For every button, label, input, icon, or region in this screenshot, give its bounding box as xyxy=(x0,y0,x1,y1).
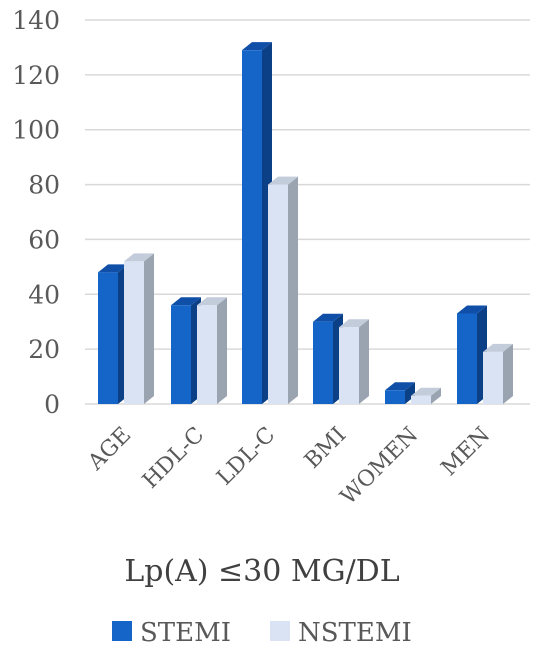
bar-stemi-age xyxy=(98,264,128,404)
bar-stemi-women xyxy=(385,382,415,404)
y-tick-label: 80 xyxy=(28,171,60,200)
legend-swatch xyxy=(270,621,290,641)
bar-nstemi-men xyxy=(483,343,513,404)
legend: STEMI NSTEMI xyxy=(112,618,412,648)
gridlines xyxy=(85,19,530,405)
y-tick-label: 60 xyxy=(28,225,60,254)
category-label: WOMEN xyxy=(336,423,423,510)
bar-stemi-bmi xyxy=(313,313,343,404)
legend-item-nstemi: NSTEMI xyxy=(270,618,412,648)
legend-swatch xyxy=(112,621,132,641)
legend-label: STEMI xyxy=(140,618,231,648)
x-axis-label: Lp(A) ≤30 MG/DL xyxy=(124,554,399,589)
bar-nstemi-hdl-c xyxy=(197,297,227,404)
category-label: HDL-C xyxy=(138,423,209,494)
y-axis-ticks: 0 20 40 60 80 100 120 140 xyxy=(12,6,60,419)
category-label: LDL-C xyxy=(212,423,280,491)
bar-stemi-men xyxy=(457,305,487,404)
category-label: BMI xyxy=(300,423,351,474)
y-tick-label: 120 xyxy=(12,61,60,90)
bar-nstemi-ldl-c xyxy=(268,176,298,404)
bar-nstemi-women xyxy=(411,387,441,404)
legend-label: NSTEMI xyxy=(298,618,412,648)
category-label: MEN xyxy=(437,423,496,482)
bars xyxy=(98,42,513,405)
y-tick-label: 40 xyxy=(28,280,60,309)
bar-nstemi-bmi xyxy=(339,319,369,404)
category-label: AGE xyxy=(83,423,136,476)
y-tick-label: 100 xyxy=(12,116,60,145)
bar-stemi-hdl-c xyxy=(171,297,201,404)
y-tick-label: 0 xyxy=(44,390,60,419)
legend-item-stemi: STEMI xyxy=(112,618,231,648)
bar-nstemi-age xyxy=(124,253,154,404)
y-tick-label: 140 xyxy=(12,6,60,35)
y-tick-label: 20 xyxy=(28,335,60,364)
bar-stemi-ldl-c xyxy=(242,42,272,405)
